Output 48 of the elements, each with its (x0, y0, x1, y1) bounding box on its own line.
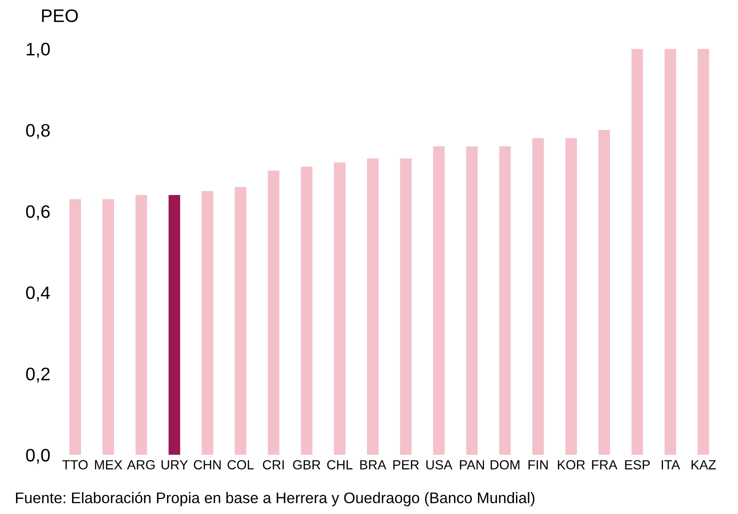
x-tick-label: CHL (327, 460, 352, 470)
x-tick-label: CHN (194, 460, 221, 470)
bar (631, 48, 644, 455)
bar (102, 199, 114, 455)
x-tick-label: BRA (360, 460, 386, 470)
bar (334, 162, 346, 455)
x-tick-label: KAZ (692, 460, 716, 470)
x-tick-label: ITA (662, 460, 680, 470)
x-tick-label: ESP (625, 460, 650, 470)
x-tick-label: KOR (558, 460, 585, 470)
y-tick-label: 0,6 (26, 205, 50, 220)
source-note: Fuente: Elaboración Propia en base a Herrera y Ouedraogo (Banco Mundial) (16, 492, 534, 506)
bar (168, 195, 180, 455)
bar (698, 48, 710, 455)
y-tick-label: 0,0 (26, 448, 50, 464)
bar (300, 166, 312, 455)
bar (532, 138, 544, 455)
bar (565, 138, 577, 455)
bar (664, 48, 676, 455)
x-tick-label: DOM (490, 460, 520, 470)
x-tick-label: USA (426, 460, 452, 470)
x-tick-label: GBR (293, 460, 320, 470)
bar (400, 158, 412, 455)
bar (598, 130, 610, 455)
y-axis-title: PEO (42, 9, 78, 22)
x-tick-label: COL (228, 460, 254, 470)
bar (136, 195, 148, 455)
x-tick-label: CRI (262, 460, 284, 470)
y-tick-label: 0,2 (26, 368, 50, 383)
x-tick-label: FIN (528, 460, 548, 470)
y-tick-label: 0,8 (26, 124, 50, 139)
bar (466, 146, 478, 455)
bar (234, 186, 246, 455)
bar (268, 170, 280, 455)
y-tick-label: 0,4 (26, 286, 50, 302)
bar (69, 199, 81, 455)
x-tick-label: FRA (592, 460, 618, 470)
y-tick-label: 1,0 (26, 42, 50, 58)
bar (202, 190, 214, 455)
bar (433, 146, 445, 455)
bar (499, 146, 511, 455)
x-tick-label: PER (393, 460, 419, 470)
x-tick-label: TTO (62, 460, 88, 470)
x-tick-label: URY (162, 460, 188, 470)
x-tick-label: PAN (460, 460, 484, 470)
bar (366, 158, 379, 455)
x-tick-label: ARG (127, 460, 155, 470)
x-tick-label: MEX (95, 460, 122, 470)
